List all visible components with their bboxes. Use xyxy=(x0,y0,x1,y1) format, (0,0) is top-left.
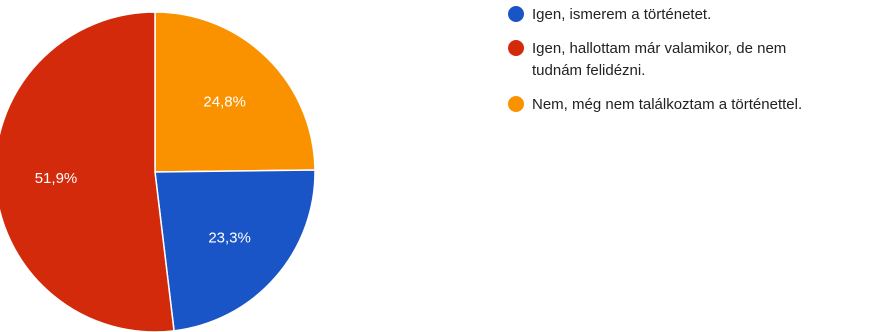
legend-label: tudnám felidézni. xyxy=(532,62,645,79)
legend: Igen, ismerem a történetet. Igen, hallott… xyxy=(508,6,802,113)
legend-marker xyxy=(508,6,524,22)
legend-label: Nem, még nem találkoztam a történettel. xyxy=(532,96,802,113)
pie-slice xyxy=(154,169,316,332)
pie-slices xyxy=(0,11,316,332)
legend-item: Igen, hallottam már valamikor, de nem tud… xyxy=(508,40,786,79)
legend-marker xyxy=(508,96,524,112)
legend-item: Igen, ismerem a történetet. xyxy=(508,6,711,23)
legend-item: Nem, még nem találkoztam a történettel. xyxy=(508,96,802,113)
pie-slice xyxy=(154,11,316,173)
slice-value-label: 24,8% xyxy=(203,93,246,110)
slice-value-label: 51,9% xyxy=(35,170,78,187)
legend-label: Igen, hallottam már valamikor, de nem xyxy=(532,40,786,57)
legend-label: Igen, ismerem a történetet. xyxy=(532,6,711,23)
pie-slice-labels: 24,8% 23,3% 51,9% xyxy=(35,93,251,246)
legend-marker xyxy=(508,40,524,56)
pie-slice xyxy=(0,11,175,332)
slice-value-label: 23,3% xyxy=(208,229,251,246)
